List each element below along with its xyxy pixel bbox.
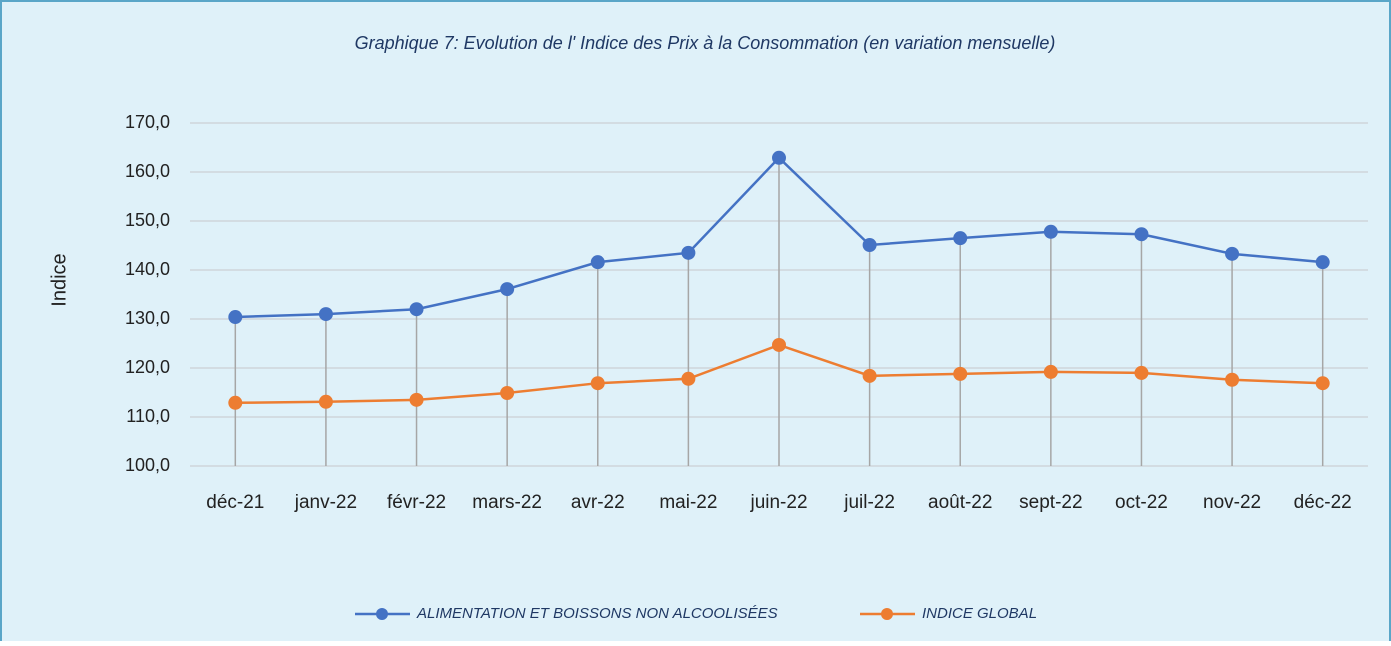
x-tick-label: juin-22 <box>749 492 807 513</box>
x-tick-label: avr-22 <box>571 492 625 513</box>
x-tick-label: juil-22 <box>843 492 895 513</box>
point <box>681 245 696 260</box>
x-tick-label: mai-22 <box>659 492 717 513</box>
point <box>1043 224 1058 239</box>
y-tick-label: 140,0 <box>125 259 170 279</box>
point <box>1315 376 1330 391</box>
point <box>318 307 333 322</box>
point <box>228 395 243 410</box>
y-tick-label: 170,0 <box>125 112 170 132</box>
point <box>772 337 786 352</box>
point <box>1134 365 1149 380</box>
y-tick-label: 120,0 <box>125 357 170 377</box>
x-tick-label: mars-22 <box>472 492 542 513</box>
x-tick-label: août-22 <box>928 492 992 513</box>
x-tick-label: sept-22 <box>1019 492 1082 513</box>
point <box>1043 364 1058 379</box>
point <box>318 394 333 409</box>
y-tick-label: 160,0 <box>125 161 170 181</box>
point <box>500 282 515 297</box>
y-tick-label: 100,0 <box>125 455 170 475</box>
legend-label: ALIMENTATION ET BOISSONS NON ALCOOLISÉES <box>416 605 778 622</box>
point <box>1315 255 1330 270</box>
point <box>953 366 968 381</box>
point <box>500 385 515 400</box>
point <box>681 371 696 386</box>
y-tick-label: 150,0 <box>125 210 170 230</box>
legend-marker <box>376 608 388 620</box>
legend-marker <box>881 608 893 620</box>
x-tick-label: janv-22 <box>294 492 357 513</box>
point <box>1225 246 1240 261</box>
point <box>228 310 243 325</box>
y-tick-label: 110,0 <box>126 406 170 426</box>
point <box>862 238 877 253</box>
x-tick-label: févr-22 <box>387 492 446 513</box>
y-axis-label: Indice <box>48 253 70 306</box>
point <box>590 255 605 270</box>
point <box>409 392 424 407</box>
point <box>409 302 424 317</box>
x-tick-label: déc-22 <box>1294 492 1352 513</box>
point <box>1225 372 1240 387</box>
point <box>590 376 605 391</box>
point <box>1134 227 1149 242</box>
chart-title: Graphique 7: Evolution de l' Indice des … <box>355 33 1056 53</box>
y-tick-label: 130,0 <box>125 308 170 328</box>
x-tick-label: déc-21 <box>206 492 264 513</box>
point <box>953 231 968 246</box>
point <box>772 150 786 165</box>
x-tick-label: oct-22 <box>1115 492 1168 513</box>
x-tick-label: nov-22 <box>1203 492 1261 513</box>
point <box>862 368 877 383</box>
legend-label: INDICE GLOBAL <box>922 605 1037 622</box>
